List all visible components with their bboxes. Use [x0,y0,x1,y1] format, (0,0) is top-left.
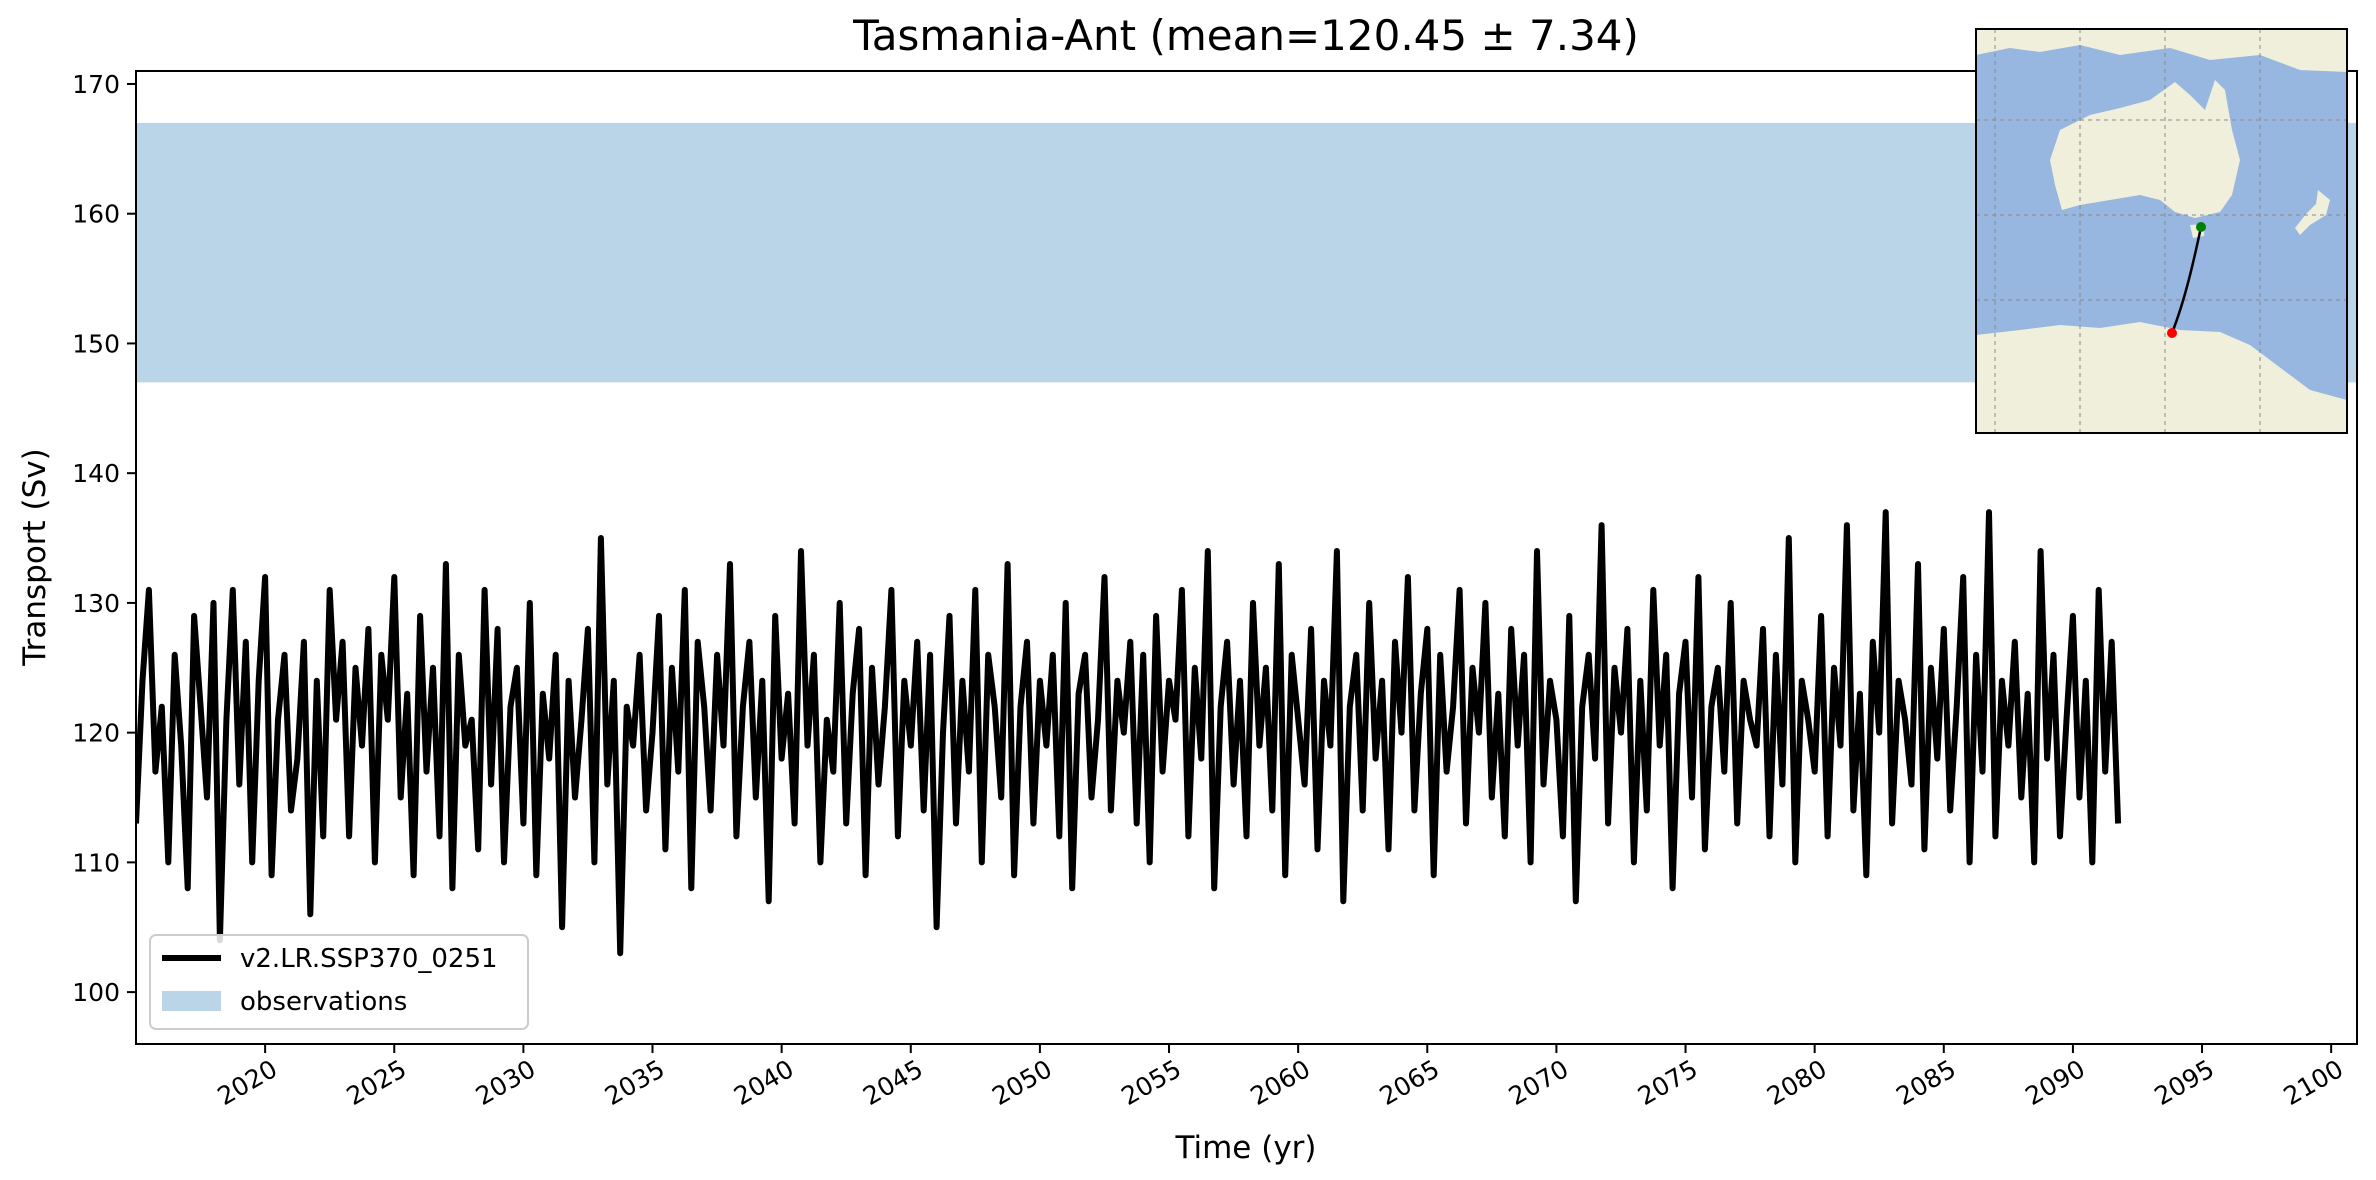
map-section-path [2170,226,2203,334]
legend-label-series: v2.LR.SSP370_0251 [240,944,498,974]
y-tick-label: 110 [72,848,120,877]
map-start-marker [2196,222,2206,232]
plot-frame [135,70,2358,1045]
map-end-marker [2167,328,2177,338]
y-axis-ticks: 100 110 120 130 140 150 160 170 [72,70,136,1007]
legend-label-observations: observations [240,987,407,1017]
legend-box [149,934,529,1030]
map-land-asia [1976,29,2347,72]
y-tick-label: 150 [72,329,120,358]
x-axis-label: Time (yr) [1175,1130,1317,1166]
y-tick-label: 100 [72,978,120,1007]
y-tick-label: 130 [72,589,120,618]
y-tick-label: 160 [72,200,120,229]
legend-band-swatch [162,991,221,1011]
y-axis-label: Transport (Sv) [17,448,53,667]
map-land-australia [2050,80,2240,218]
legend: v2.LR.SSP370_0251 observations [149,934,529,1030]
y-tick-label: 170 [72,70,120,99]
map-land-new-zealand [2295,190,2330,235]
map-land-antarctica [1976,322,2347,433]
series-line-v2-lr-ssp370-0251 [136,509,2122,957]
y-tick-label: 140 [72,459,120,488]
y-tick-label: 120 [72,719,120,748]
chart-title: Tasmania-Ant (mean=120.45 ± 7.34) [852,11,1639,60]
map-gridlines [1976,29,2347,433]
map-frame [1975,28,2348,434]
inset-map [1975,28,2348,434]
